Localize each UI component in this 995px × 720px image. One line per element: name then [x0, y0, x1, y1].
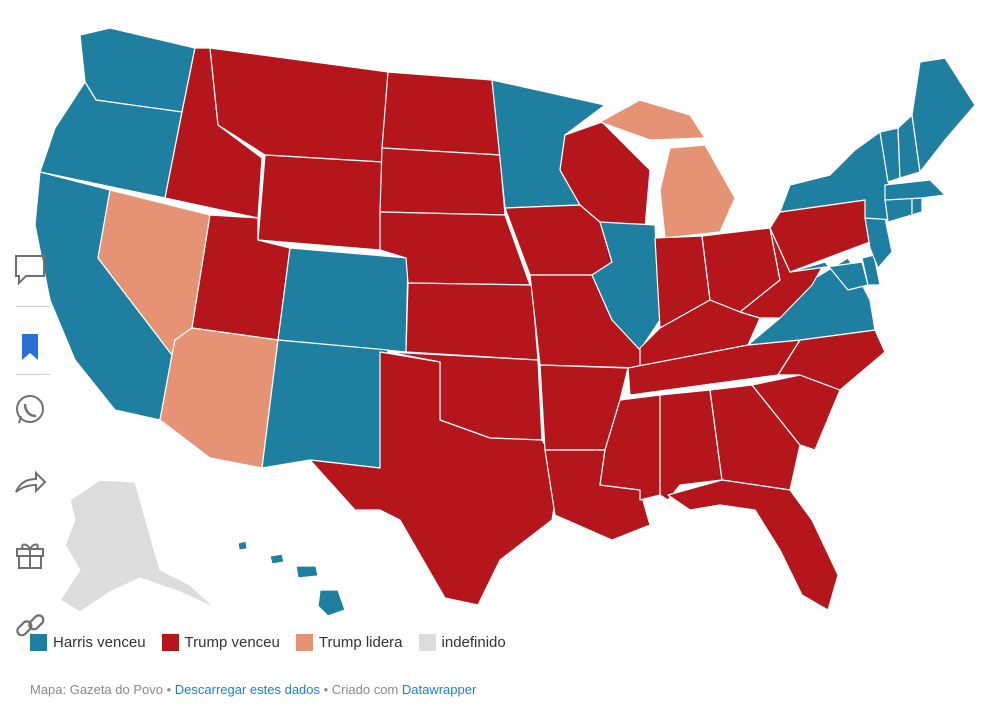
state-MI[interactable]: [659, 144, 736, 239]
state-AZ[interactable]: [159, 327, 279, 469]
comment-icon[interactable]: [10, 250, 50, 290]
legend-label-harris: Harris venceu: [53, 634, 146, 651]
divider: [16, 306, 50, 307]
state-RI[interactable]: [911, 197, 923, 216]
state-SD[interactable]: [379, 147, 506, 216]
state-MD[interactable]: [789, 261, 869, 291]
state-SC[interactable]: [751, 374, 841, 451]
state-CO[interactable]: [277, 247, 409, 353]
state-HI-2[interactable]: [269, 553, 285, 565]
state-GA[interactable]: [709, 384, 801, 491]
share-icon[interactable]: [10, 462, 50, 502]
state-MA[interactable]: [884, 179, 946, 201]
legend-swatch-trump: [161, 634, 179, 651]
legend-swatch-undetermined: [418, 634, 436, 651]
state-NM[interactable]: [261, 339, 389, 469]
state-ND[interactable]: [381, 71, 501, 156]
state-HI-4[interactable]: [317, 589, 346, 617]
created-with-text: • Criado com: [320, 682, 402, 697]
legend-item-trump: Trump venceu: [161, 634, 280, 651]
legend-swatch-harris: [30, 634, 47, 651]
download-data-link[interactable]: Descarregar estes dados: [174, 682, 321, 697]
source-text: Mapa: Gazeta do Povo: [30, 682, 163, 697]
state-FL[interactable]: [667, 479, 839, 611]
state-KS[interactable]: [405, 282, 539, 361]
divider: [16, 374, 50, 375]
gift-icon[interactable]: [10, 534, 50, 574]
datawrapper-link[interactable]: Datawrapper: [401, 682, 477, 697]
legend-swatch-trump-leads: [295, 634, 313, 651]
whatsapp-icon[interactable]: [10, 390, 50, 430]
separator: •: [162, 682, 175, 697]
legend-label-trump-leads: Trump lidera: [318, 634, 403, 651]
legend-item-undetermined: indefinido: [418, 634, 506, 651]
state-MI-UP[interactable]: [599, 99, 706, 141]
state-TX[interactable]: [309, 351, 561, 606]
map-legend: Harris venceu Trump venceu Trump lidera …: [30, 634, 506, 651]
state-WA[interactable]: [79, 27, 196, 113]
legend-item-harris: Harris venceu: [30, 634, 146, 651]
state-AK[interactable]: [59, 479, 216, 613]
legend-item-trump-leads: Trump lidera: [295, 634, 403, 651]
state-HI-1[interactable]: [237, 540, 248, 551]
state-CT[interactable]: [884, 197, 913, 223]
map-footer: Mapa: Gazeta do Povo • Descarregar estes…: [30, 682, 476, 697]
state-HI-3[interactable]: [295, 565, 319, 579]
legend-label-trump: Trump venceu: [184, 634, 280, 651]
bookmark-icon[interactable]: [10, 328, 50, 368]
legend-label-undetermined: indefinido: [441, 634, 506, 651]
link-icon[interactable]: [10, 606, 50, 646]
state-WY[interactable]: [257, 154, 383, 251]
state-ME[interactable]: [911, 57, 976, 173]
